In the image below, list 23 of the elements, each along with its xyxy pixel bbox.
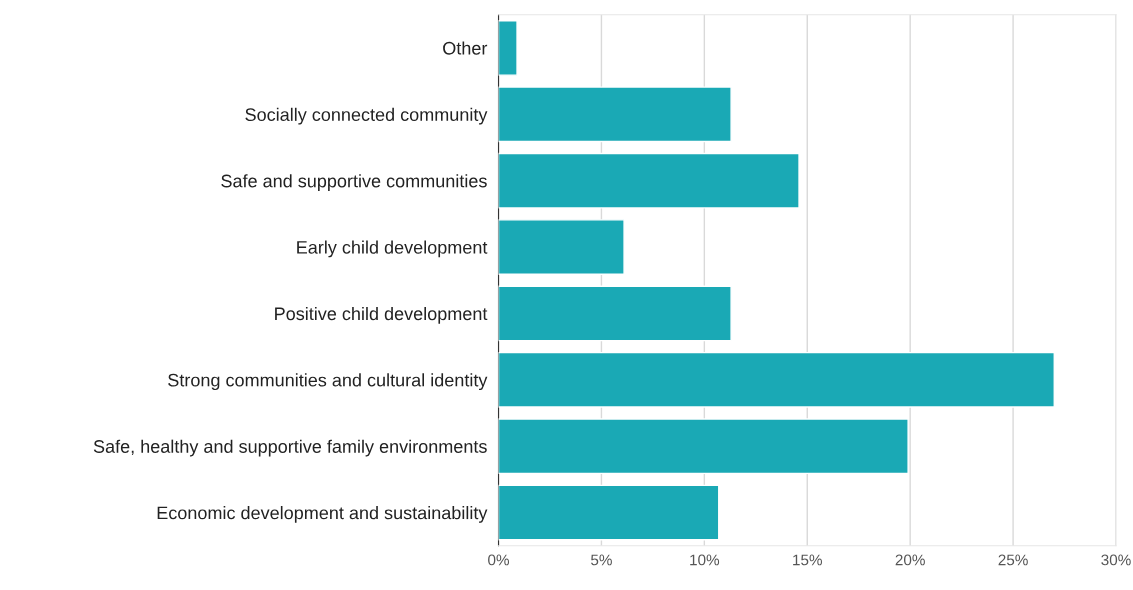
y-tick-label: Safe, healthy and supportive family environments bbox=[93, 439, 487, 457]
y-tick-label: Other bbox=[443, 41, 488, 55]
y-tick-label: Strong communities and cultural identity bbox=[168, 373, 488, 391]
x-tick-label: 20% bbox=[895, 554, 925, 566]
x-tick-label: 30% bbox=[1101, 554, 1131, 566]
x-tick-label: 0% bbox=[488, 554, 510, 566]
x-tick-label: 15% bbox=[793, 554, 823, 566]
x-tick-label: 5% bbox=[591, 554, 612, 566]
bar bbox=[498, 418, 909, 475]
y-tick-label: Economic development and sustainability bbox=[157, 506, 488, 523]
x-tick-label: 25% bbox=[998, 554, 1028, 566]
bar bbox=[498, 285, 732, 342]
y-tick-label: Early child development bbox=[297, 240, 488, 258]
bar bbox=[498, 484, 720, 541]
x-tick-label: 10% bbox=[690, 554, 720, 566]
bar bbox=[498, 351, 1055, 408]
y-tick-label: Positive child development bbox=[275, 306, 488, 324]
y-tick-label: Safe and supportive communities bbox=[221, 174, 487, 191]
y-tick-label: Socially connected community bbox=[245, 107, 488, 125]
bar bbox=[498, 86, 732, 143]
bar bbox=[498, 219, 625, 275]
bar bbox=[498, 20, 518, 76]
bar bbox=[498, 152, 800, 209]
